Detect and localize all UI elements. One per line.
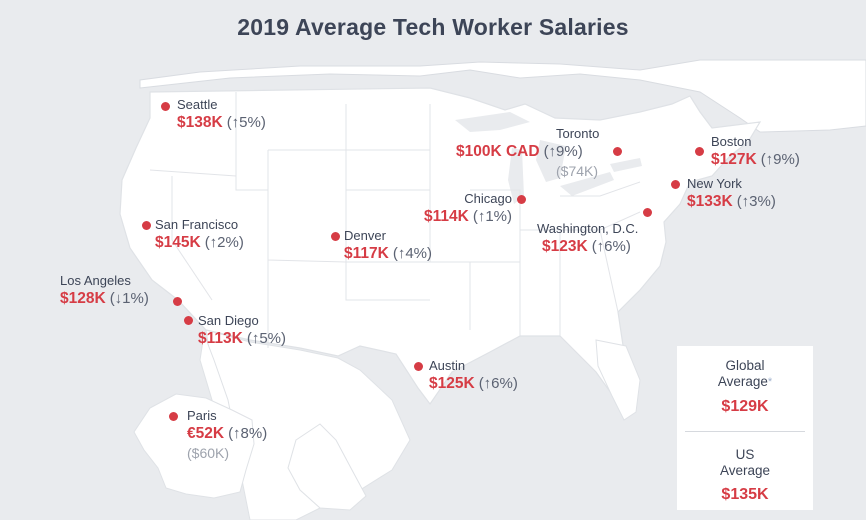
averages-divider — [685, 431, 805, 432]
city-change: (↑9%) — [760, 151, 800, 168]
city-salary: $128K — [60, 290, 106, 307]
city-san-francisco: San Francisco $145K (↑2%) — [155, 217, 244, 253]
canada-landmass — [139, 59, 866, 133]
city-name: Washington, D.C. — [537, 221, 639, 236]
city-salary: $100K CAD — [456, 143, 540, 160]
france-landmass — [133, 393, 255, 499]
toronto-marker — [613, 147, 622, 156]
city-change: (↑4%) — [392, 245, 432, 262]
city-change: (↓1%) — [109, 290, 149, 307]
los-angeles-marker — [173, 297, 182, 306]
lake-huron — [536, 140, 566, 182]
san-francisco-marker — [142, 221, 151, 230]
city-name: Denver — [344, 228, 386, 243]
city-salary: $125K — [429, 375, 475, 392]
austin-marker — [414, 362, 423, 371]
city-salary: $138K — [177, 114, 223, 131]
city-chicago: Chicago $114K (↑1%) — [424, 191, 512, 227]
us-average-label: US Average — [677, 447, 813, 479]
city-new-york: New York $133K (↑3%) — [687, 176, 776, 212]
global-average-label: Global Average* — [677, 358, 813, 390]
city-converted-salary: ($74K) — [556, 163, 599, 179]
city-san-diego: San Diego $113K (↑5%) — [198, 313, 286, 349]
us-average-value: $135K — [721, 486, 769, 503]
city-name: San Francisco — [155, 217, 239, 232]
chicago-marker — [517, 195, 526, 204]
city-toronto: Toronto $100K CAD (↑9%) ($74K) — [456, 126, 599, 180]
global-label-line2: Average — [717, 374, 768, 389]
city-washington: Washington, D.C. $123K (↑6%) — [537, 221, 638, 257]
global-average-asterisk: * — [767, 376, 773, 388]
uk-landmass — [287, 423, 367, 511]
lake-erie — [560, 172, 614, 196]
washington-marker — [643, 208, 652, 217]
city-change: (↑6%) — [478, 375, 518, 392]
state-borders — [149, 92, 641, 348]
global-label-line1: Global — [725, 358, 765, 373]
city-salary: €52K — [187, 425, 225, 442]
us-label-line1: US — [735, 447, 755, 462]
city-boston: Boston $127K (↑9%) — [711, 134, 800, 170]
city-name: Austin — [429, 358, 466, 373]
city-change: (↑3%) — [736, 193, 776, 210]
city-salary: $145K — [155, 234, 201, 251]
city-name: Paris — [187, 408, 217, 423]
city-salary: $117K — [344, 245, 389, 262]
city-change: (↑2%) — [204, 234, 244, 251]
city-change: (↑5%) — [226, 114, 266, 131]
city-name: Los Angeles — [60, 273, 131, 288]
city-change: (↑9%) — [543, 143, 583, 160]
city-salary: $113K — [198, 330, 243, 347]
city-salary: $127K — [711, 151, 757, 168]
city-name: Seattle — [177, 97, 218, 112]
city-salary: $114K — [424, 208, 469, 225]
city-name: Boston — [711, 134, 752, 149]
us-label-line2: Average — [719, 463, 771, 478]
averages-panel: Global Average* $129K US Average $135K — [677, 346, 813, 510]
lake-ontario — [610, 158, 642, 172]
city-austin: Austin $125K (↑6%) — [429, 358, 518, 394]
city-change: (↑5%) — [246, 330, 286, 347]
city-converted-salary: ($60K) — [187, 445, 230, 461]
city-salary: $123K — [542, 238, 588, 255]
city-denver: Denver $117K (↑4%) — [344, 228, 432, 264]
city-change: (↑1%) — [472, 208, 512, 225]
city-change: (↑8%) — [228, 425, 268, 442]
paris-marker — [169, 412, 178, 421]
boston-marker — [695, 147, 704, 156]
denver-marker — [331, 232, 340, 241]
city-name: Toronto — [556, 126, 600, 141]
city-los-angeles: Los Angeles $128K (↓1%) — [60, 273, 149, 309]
global-average-value: $129K — [721, 398, 769, 415]
san-diego-marker — [184, 316, 193, 325]
city-salary: $133K — [687, 193, 733, 210]
new-york-marker — [671, 180, 680, 189]
city-seattle: Seattle $138K (↑5%) — [177, 97, 266, 133]
seattle-marker — [161, 102, 170, 111]
page-title: 2019 Average Tech Worker Salaries — [237, 14, 629, 40]
city-name: San Diego — [198, 313, 259, 328]
lake-superior — [455, 112, 530, 132]
city-change: (↑6%) — [591, 238, 631, 255]
florida-peninsula — [595, 339, 641, 421]
city-paris: Paris €52K (↑8%) ($60K) — [187, 408, 267, 462]
city-name: New York — [687, 176, 742, 191]
city-name: Chicago — [464, 191, 512, 206]
